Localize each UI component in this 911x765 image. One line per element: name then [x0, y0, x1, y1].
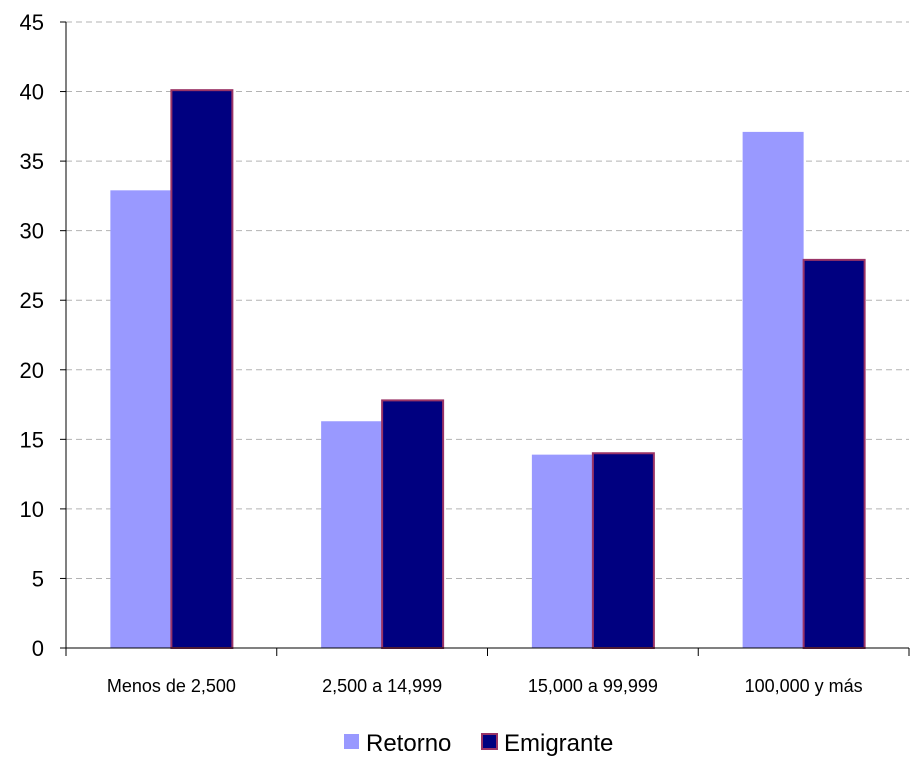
bar-retorno-1 [321, 421, 383, 648]
legend: Retorno Emigrante [344, 730, 613, 757]
y-tick-label: 35 [20, 149, 44, 174]
bar-emigrante-3 [802, 258, 866, 649]
x-tick-label: 2,500 a 14,999 [322, 676, 442, 696]
y-tick-label: 0 [32, 636, 44, 661]
bar-retorno-3 [742, 131, 804, 649]
x-axis: Menos de 2,500 2,500 a 14,999 15,000 a 99,… [65, 647, 910, 696]
bar-retorno-0 [110, 190, 172, 648]
bar-emigrante-1 [381, 399, 445, 650]
x-tick-label: Menos de 2,500 [107, 676, 236, 696]
x-tick-label: 15,000 a 99,999 [528, 676, 658, 696]
y-tick-label: 15 [20, 427, 44, 452]
x-tick-label: 100,000 y más [745, 676, 863, 696]
bar-emigrante-0 [170, 89, 234, 650]
bar-retorno-2 [531, 454, 593, 648]
legend-label-retorno: Retorno [366, 730, 451, 757]
legend-swatch-retorno [344, 734, 359, 749]
y-tick-label: 10 [20, 497, 44, 522]
y-axis: 0 5 10 15 20 25 30 35 40 45 [20, 10, 67, 661]
y-tick-label: 20 [20, 358, 44, 383]
y-tick-label: 25 [20, 288, 44, 313]
y-tick-label: 5 [32, 566, 44, 591]
legend-label-emigrante: Emigrante [504, 730, 613, 757]
legend-swatch-emigrante [481, 733, 498, 750]
y-tick-label: 30 [20, 219, 44, 244]
y-tick-label: 45 [20, 10, 44, 35]
bars [110, 89, 866, 650]
bar-emigrante-2 [591, 452, 655, 649]
y-tick-label: 40 [20, 80, 44, 105]
